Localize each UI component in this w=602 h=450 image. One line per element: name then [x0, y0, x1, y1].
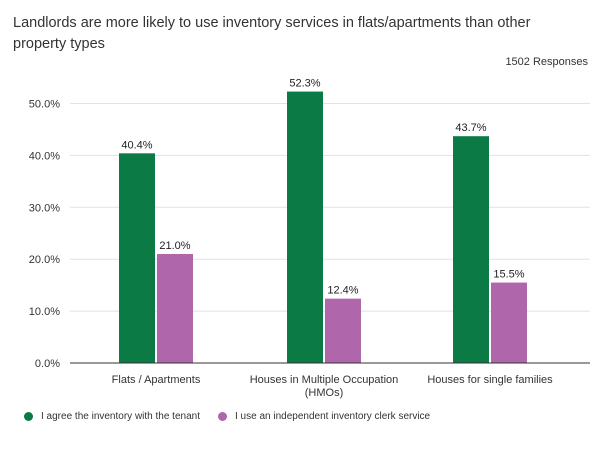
legend-item: I use an independent inventory clerk ser…	[218, 411, 430, 422]
bar	[325, 298, 361, 363]
y-tick-label: 20.0%	[29, 254, 60, 266]
bar	[119, 153, 155, 363]
legend-swatch	[218, 412, 227, 421]
y-tick-label: 10.0%	[29, 306, 60, 318]
y-tick-label: 0.0%	[35, 358, 60, 370]
legend-label: I use an independent inventory clerk ser…	[235, 411, 431, 422]
bar	[491, 282, 527, 363]
y-tick-label: 40.0%	[29, 150, 60, 162]
response-count: 1502 Responses	[505, 56, 588, 68]
y-tick-label: 30.0%	[29, 202, 60, 214]
x-tick-label: Houses for single families	[427, 374, 553, 386]
data-label: 43.7%	[455, 122, 486, 134]
data-label: 52.3%	[289, 78, 320, 90]
chart-title: Landlords are more likely to use invento…	[13, 15, 531, 52]
bar	[453, 136, 489, 363]
bar	[157, 254, 193, 363]
data-label: 12.4%	[327, 285, 358, 297]
x-tick-label: Flats / Apartments	[112, 374, 201, 386]
data-label: 40.4%	[121, 139, 152, 151]
x-tick-label: (HMOs)	[305, 387, 344, 399]
legend-swatch	[24, 412, 33, 421]
bar	[287, 91, 323, 364]
legend-item: I agree the inventory with the tenant	[24, 411, 200, 422]
chart-legend: I agree the inventory with the tenant I u…	[24, 411, 448, 422]
y-tick-label: 50.0%	[29, 99, 60, 111]
legend-label: I agree the inventory with the tenant	[41, 411, 200, 422]
data-label: 21.0%	[159, 240, 190, 252]
data-label: 15.5%	[493, 269, 524, 281]
x-tick-label: Houses in Multiple Occupation	[250, 374, 399, 386]
